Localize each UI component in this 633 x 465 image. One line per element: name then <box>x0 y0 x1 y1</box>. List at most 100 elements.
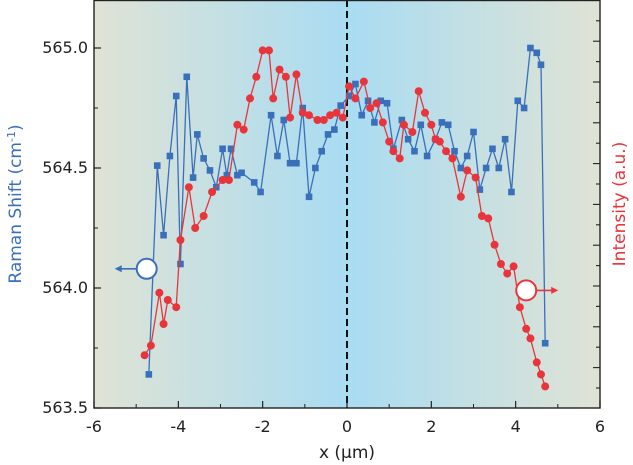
intensity-point <box>471 173 480 182</box>
raman-shift-point <box>377 97 385 105</box>
intensity-point <box>224 176 233 184</box>
raman-shift-point <box>166 152 174 160</box>
intensity-point <box>351 94 360 103</box>
intensity-point <box>532 358 541 367</box>
x-tick-label: 6 <box>595 417 605 436</box>
raman-shift-point <box>451 147 458 155</box>
raman-shift-point <box>299 104 307 112</box>
raman-shift-point <box>227 145 235 153</box>
intensity-point <box>338 113 347 122</box>
intensity-point <box>208 188 217 196</box>
raman-shift-point <box>219 145 226 153</box>
intensity-point <box>395 154 404 163</box>
raman-shift-point <box>274 152 281 160</box>
raman-shift-point <box>206 167 214 174</box>
intensity-point <box>292 70 301 79</box>
x-tick-label: -6 <box>86 417 102 436</box>
intensity-point <box>140 351 149 360</box>
raman-shift-point <box>194 131 201 138</box>
intensity-point <box>332 108 341 117</box>
intensity-point <box>345 82 354 91</box>
raman-shift-point <box>444 121 452 129</box>
intensity-point <box>159 320 168 328</box>
raman-shift-point <box>352 80 359 88</box>
axes-layer: -6 -4 -2 0 2 4 6 563.5 564.0 564.5 565.0 <box>42 0 605 436</box>
intensity-point <box>490 240 499 249</box>
raman-shift-point <box>200 155 207 162</box>
raman-shift-point <box>160 231 167 239</box>
intensity-point <box>264 46 273 55</box>
raman-shift-point <box>267 111 275 119</box>
raman-shift-point <box>337 102 344 109</box>
raman-shift-point <box>482 164 490 172</box>
intensity-point <box>366 104 375 112</box>
raman-shift-point <box>257 188 264 196</box>
intensity-point <box>496 260 505 268</box>
x-tick-label: -4 <box>170 417 186 436</box>
intensity-point <box>176 236 185 244</box>
intensity-point <box>146 341 155 350</box>
intensity-point <box>536 370 545 379</box>
intensity-point <box>218 176 227 184</box>
intensity-point <box>526 334 535 343</box>
raman-shift-point <box>312 164 319 172</box>
x-axis-title: x (μm) <box>319 443 375 463</box>
raman-shift-point <box>223 171 231 179</box>
intensity-point <box>269 94 278 103</box>
intensity-point <box>541 382 550 391</box>
intensity-point <box>435 137 444 146</box>
raman-shift-point <box>153 162 161 169</box>
intensity-point <box>184 183 193 192</box>
right-axis-indicator-circle <box>515 279 538 302</box>
intensity-point <box>199 212 208 220</box>
y-axis-right-title: Intensity (a.u.) <box>610 142 630 267</box>
intensity-point <box>503 269 512 278</box>
raman-shift-point <box>189 174 197 181</box>
raman-shift-point <box>470 128 477 136</box>
raman-shift-point <box>541 339 549 347</box>
intensity-point <box>258 46 267 55</box>
intensity-point <box>319 116 328 124</box>
intensity-point <box>191 224 200 232</box>
intensity-point <box>389 147 398 156</box>
raman-shift-point <box>286 159 294 167</box>
raman-shift-point <box>520 104 528 112</box>
raman-shift-point <box>514 97 522 105</box>
intensity-point <box>275 65 284 74</box>
intensity-point <box>305 111 314 120</box>
raman-shift-point <box>438 119 446 126</box>
y-left-tick-label: 564.5 <box>42 158 88 177</box>
raman-shift-point <box>324 131 332 138</box>
intensity-point <box>427 120 436 129</box>
intensity-point <box>155 288 164 297</box>
raman-shift-point <box>398 116 406 124</box>
raman-shift-point <box>417 121 425 129</box>
plot-layer <box>114 0 559 408</box>
raman-shift-point <box>463 152 471 160</box>
raman-shift-point <box>280 116 288 124</box>
intensity-point <box>484 214 493 223</box>
intensity-point <box>281 72 290 81</box>
x-tick-label: -2 <box>255 417 271 436</box>
x-tick-label: 4 <box>511 417 521 436</box>
intensity-point <box>372 99 381 108</box>
left-axis-indicator-circle <box>135 257 158 280</box>
raman-shift-point <box>177 260 184 268</box>
raman-shift-point <box>533 49 541 57</box>
raman-shift-point <box>404 135 412 143</box>
x-tick-label: 0 <box>342 417 352 436</box>
raman-shift-point <box>145 371 153 378</box>
intensity-point <box>456 192 465 201</box>
raman-shift-point <box>383 99 391 107</box>
intensity-point <box>286 113 295 122</box>
intensity-point <box>385 137 394 146</box>
raman-shift-point <box>537 61 545 69</box>
y-axis-left-title: Raman Shift (cm-1) <box>5 124 26 283</box>
raman-shift-point <box>501 135 509 143</box>
raman-shift-point <box>305 193 313 201</box>
axis-arrowhead-left <box>114 265 122 273</box>
raman-shift-point <box>508 188 515 196</box>
y-left-tick-label: 563.5 <box>42 398 88 417</box>
intensity-point <box>399 120 408 129</box>
